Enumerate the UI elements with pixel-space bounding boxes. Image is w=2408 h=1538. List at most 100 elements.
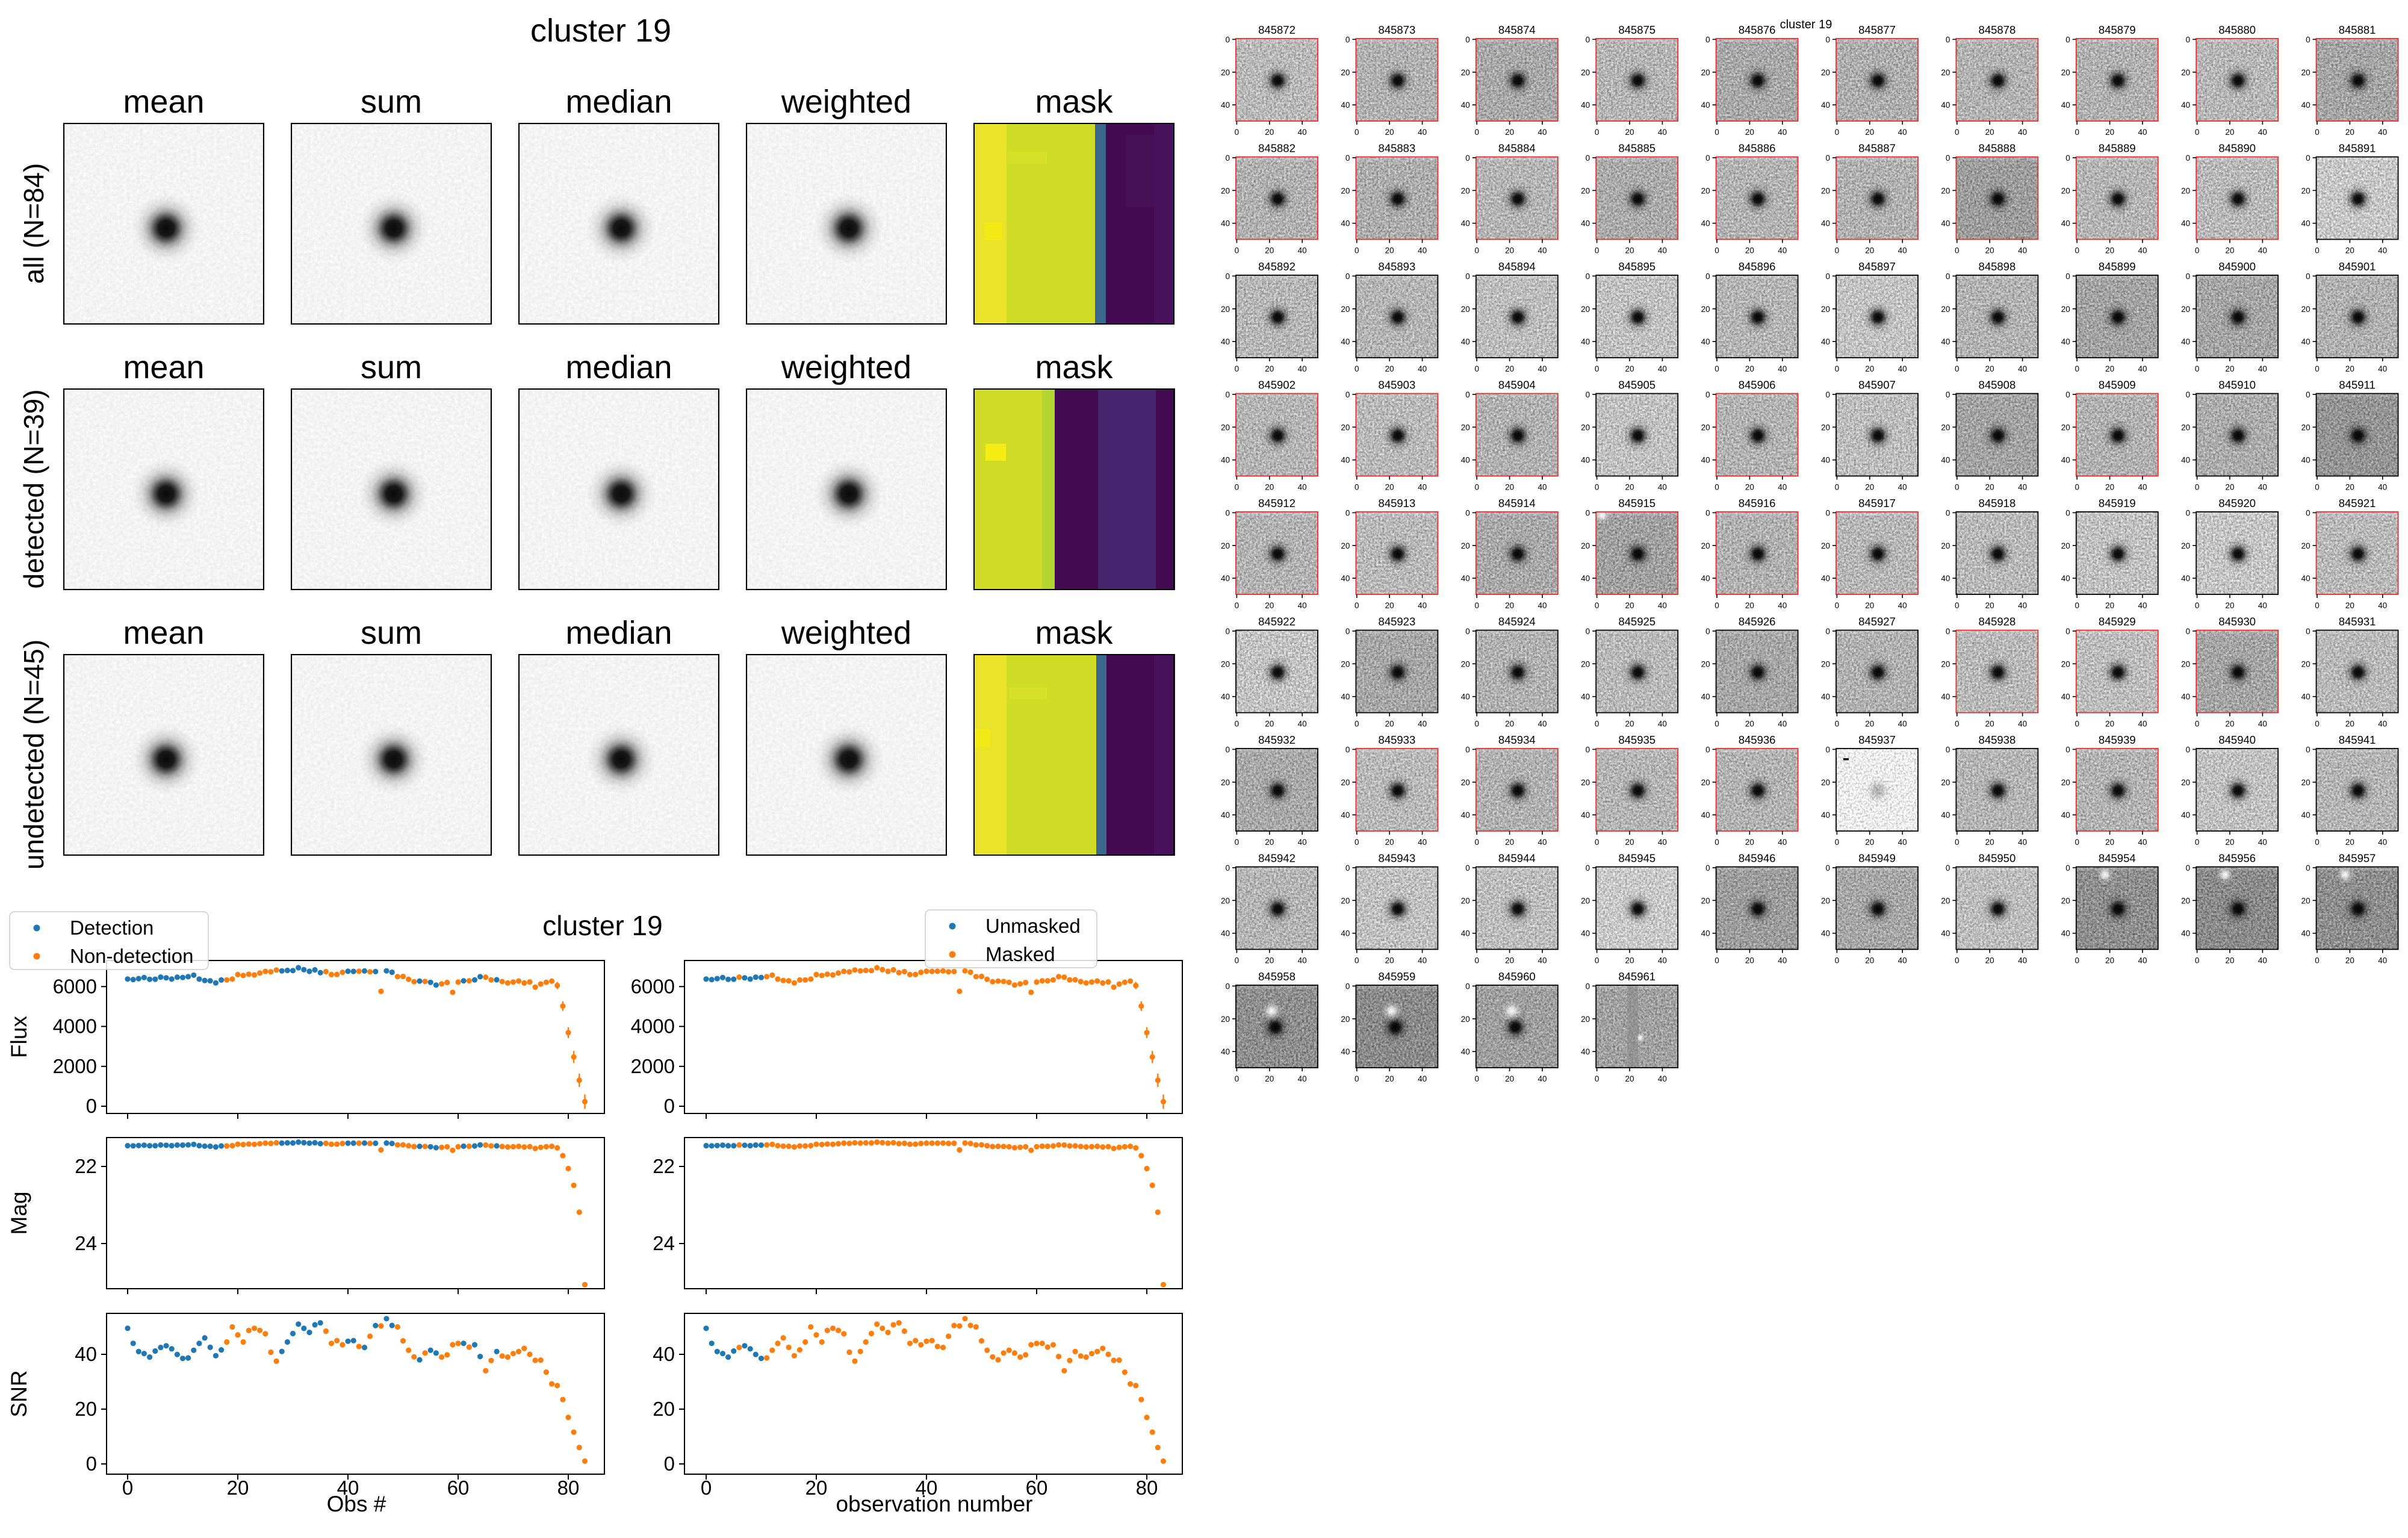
svg-text:40: 40 [2301,337,2310,346]
svg-text:845878: 845878 [1979,23,2016,36]
svg-text:40: 40 [1418,246,1427,255]
svg-text:Masked: Masked [985,943,1055,965]
svg-text:20: 20 [2061,305,2070,314]
svg-text:0: 0 [1586,982,1590,991]
svg-text:20: 20 [1461,186,1470,195]
svg-text:40: 40 [1701,811,1710,820]
svg-text:40: 40 [1418,838,1427,847]
svg-text:845928: 845928 [1979,615,2016,628]
svg-text:0: 0 [2195,246,2200,255]
svg-text:6000: 6000 [53,975,97,997]
svg-text:40: 40 [1418,956,1427,965]
svg-text:845922: 845922 [1258,615,1296,628]
svg-text:0: 0 [1235,1074,1240,1083]
svg-text:20: 20 [1341,68,1350,77]
svg-text:40: 40 [2378,838,2387,847]
svg-text:0: 0 [2065,272,2070,281]
svg-text:0: 0 [2074,483,2079,492]
svg-text:40: 40 [2138,128,2147,137]
svg-text:20: 20 [1985,838,1994,847]
svg-text:0: 0 [1705,390,1710,399]
svg-text:40: 40 [1418,128,1427,137]
svg-text:845886: 845886 [1739,142,1776,155]
svg-text:0: 0 [1474,1074,1479,1083]
svg-text:20: 20 [1745,483,1754,492]
svg-text:0: 0 [1946,35,1950,44]
svg-text:0: 0 [2074,128,2079,137]
svg-text:0: 0 [2315,956,2320,965]
svg-text:40: 40 [337,1477,359,1499]
svg-text:20: 20 [2225,838,2234,847]
svg-text:0: 0 [1714,720,1719,729]
svg-text:0: 0 [1955,601,1960,610]
svg-text:20: 20 [2345,601,2354,610]
svg-text:845950: 845950 [1979,852,2016,865]
svg-text:20: 20 [1985,956,1994,965]
svg-text:845960: 845960 [1498,970,1536,983]
svg-text:40: 40 [2181,219,2190,228]
svg-text:40: 40 [2138,956,2147,965]
svg-text:40: 40 [2301,929,2310,938]
svg-text:40: 40 [1538,128,1547,137]
svg-text:20: 20 [2061,541,2070,550]
svg-text:0: 0 [1474,956,1479,965]
svg-text:20: 20 [1505,483,1514,492]
svg-text:20: 20 [1581,1015,1590,1024]
svg-text:845925: 845925 [1618,615,1656,628]
svg-text:20: 20 [2301,659,2310,668]
svg-text:0: 0 [1354,601,1359,610]
svg-text:20: 20 [1941,305,1950,314]
svg-text:20: 20 [1985,246,1994,255]
svg-text:0: 0 [2315,838,2320,847]
svg-text:40: 40 [1821,574,1830,583]
svg-text:0: 0 [2065,508,2070,517]
svg-text:845959: 845959 [1379,970,1416,983]
svg-text:20: 20 [2061,778,2070,787]
svg-text:20: 20 [2061,659,2070,668]
svg-text:40: 40 [2301,219,2310,228]
svg-text:40: 40 [1461,1047,1470,1056]
svg-text:845932: 845932 [1258,733,1296,746]
svg-text:845943: 845943 [1379,852,1416,865]
svg-text:845873: 845873 [1379,23,1416,36]
svg-text:0: 0 [2074,364,2079,373]
svg-text:40: 40 [2301,101,2310,110]
svg-text:24: 24 [653,1232,675,1254]
svg-text:0: 0 [1595,838,1600,847]
svg-text:845957: 845957 [2339,852,2376,865]
svg-text:40: 40 [1341,811,1350,820]
svg-text:40: 40 [2378,364,2387,373]
svg-text:40: 40 [1821,693,1830,702]
svg-text:40: 40 [2061,456,2070,465]
svg-text:2000: 2000 [53,1055,97,1077]
svg-text:0: 0 [1474,838,1479,847]
svg-text:40: 40 [2378,956,2387,965]
svg-text:0: 0 [1235,720,1240,729]
svg-text:0: 0 [1465,745,1470,754]
svg-text:20: 20 [1865,364,1874,373]
svg-text:0: 0 [2065,154,2070,163]
svg-text:40: 40 [1538,838,1547,847]
svg-text:845926: 845926 [1739,615,1776,628]
svg-text:845887: 845887 [1858,142,1896,155]
svg-text:20: 20 [1461,423,1470,432]
svg-text:40: 40 [1221,1047,1230,1056]
svg-text:845883: 845883 [1379,142,1416,155]
svg-text:40: 40 [2258,720,2267,729]
svg-text:845875: 845875 [1618,23,1656,36]
svg-text:40: 40 [2138,601,2147,610]
svg-text:20: 20 [1385,246,1394,255]
svg-text:40: 40 [1418,720,1427,729]
svg-text:845912: 845912 [1258,497,1296,509]
svg-text:20: 20 [1865,128,1874,137]
svg-text:845918: 845918 [1979,497,2016,509]
svg-text:0: 0 [2315,483,2320,492]
svg-text:0: 0 [1955,364,1960,373]
svg-text:0: 0 [1235,838,1240,847]
svg-text:20: 20 [1265,601,1274,610]
svg-text:20: 20 [1265,128,1274,137]
svg-text:845929: 845929 [2099,615,2136,628]
svg-text:40: 40 [1941,693,1950,702]
svg-text:0: 0 [2306,508,2310,517]
svg-text:40: 40 [2258,956,2267,965]
